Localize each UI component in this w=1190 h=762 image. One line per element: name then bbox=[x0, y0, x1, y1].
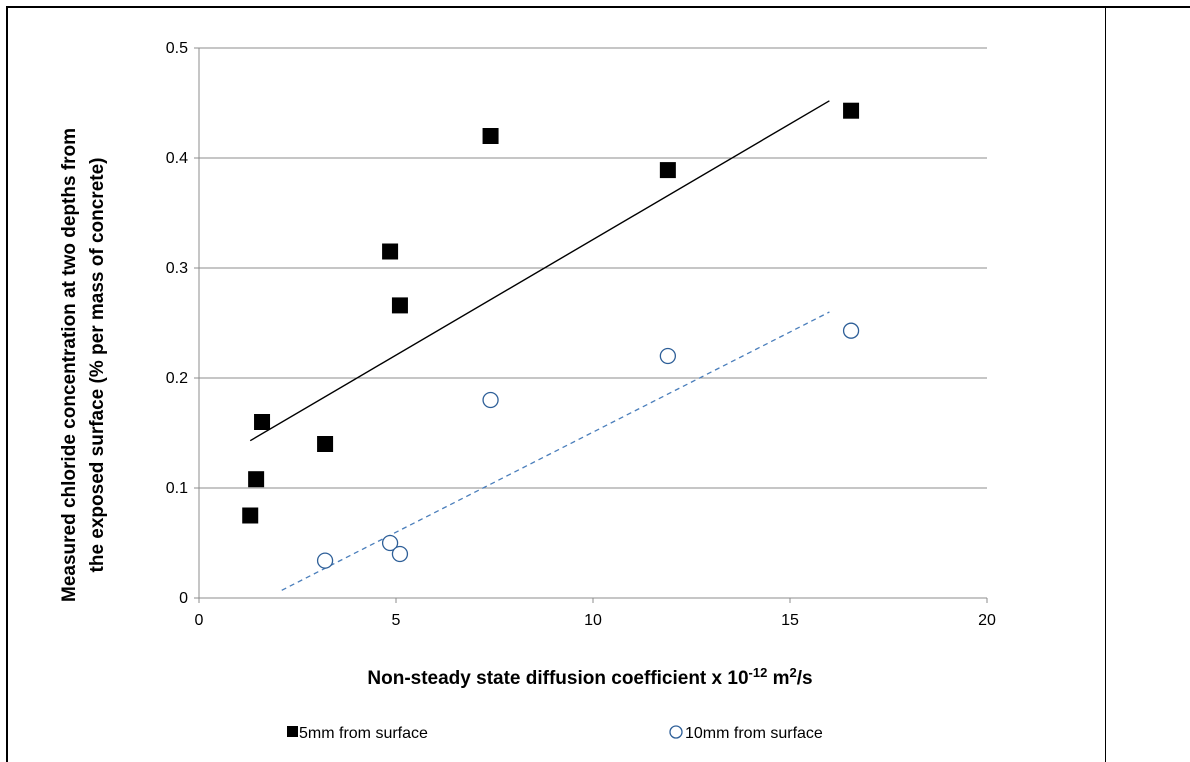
y-tick-label: 0.5 bbox=[166, 40, 188, 57]
legend-marker-filled-square bbox=[287, 726, 298, 737]
y-tick-label: 0.3 bbox=[166, 260, 188, 277]
marker-layer bbox=[242, 102, 860, 569]
grid-layer bbox=[199, 47, 987, 489]
data-point-5mm bbox=[382, 243, 399, 260]
y-tick-label: 0.4 bbox=[166, 150, 188, 167]
x-tick-label: 15 bbox=[781, 612, 799, 629]
data-point-5mm bbox=[317, 436, 334, 452]
chart-frame-left-border bbox=[6, 6, 8, 762]
data-point-10mm bbox=[391, 545, 409, 563]
data-point-5mm bbox=[254, 414, 271, 430]
data-point-10mm bbox=[842, 322, 860, 339]
trendline-layer bbox=[249, 100, 830, 591]
x-tick-label: 5 bbox=[392, 612, 401, 629]
chart-frame-top-border bbox=[6, 6, 1190, 8]
x-axis-title: Non-steady state diffusion coefficient x… bbox=[367, 665, 812, 689]
trendline-series-1 bbox=[249, 100, 830, 442]
trendline-series-2 bbox=[281, 311, 830, 591]
data-point-5mm bbox=[482, 128, 499, 144]
y-tick-label: 0.1 bbox=[166, 480, 188, 497]
data-point-5mm bbox=[248, 471, 265, 488]
x-tick-label: 20 bbox=[978, 612, 996, 629]
y-axis-title-line-2: the exposed surface (% per mass of concr… bbox=[87, 158, 108, 573]
legend-label-5mm: 5mm from surface bbox=[299, 725, 428, 742]
chart-frame-right-border bbox=[1105, 6, 1106, 762]
axis-layer: 0 0.1 0.2 0.3 0.4 0.5 0 5 10 15 20 bbox=[166, 40, 996, 629]
data-point-10mm bbox=[659, 347, 677, 365]
data-point-5mm bbox=[391, 297, 408, 314]
data-point-10mm bbox=[316, 552, 334, 569]
data-point-5mm bbox=[843, 102, 860, 119]
y-axis-title-line-1: Measured chloride concentration at two d… bbox=[59, 128, 80, 602]
y-tick-label: 0 bbox=[179, 590, 188, 607]
y-tick-label: 0.2 bbox=[166, 370, 188, 387]
legend-label-10mm: 10mm from surface bbox=[685, 725, 823, 742]
legend-marker-open-circle bbox=[669, 725, 683, 739]
data-point-10mm bbox=[482, 391, 499, 409]
x-tick-label: 0 bbox=[195, 612, 204, 629]
data-point-10mm bbox=[381, 534, 399, 552]
legend: 5mm from surface 10mm from surface bbox=[287, 725, 823, 742]
data-point-5mm bbox=[242, 507, 259, 524]
x-tick-label: 10 bbox=[584, 612, 602, 629]
data-point-5mm bbox=[659, 162, 676, 179]
